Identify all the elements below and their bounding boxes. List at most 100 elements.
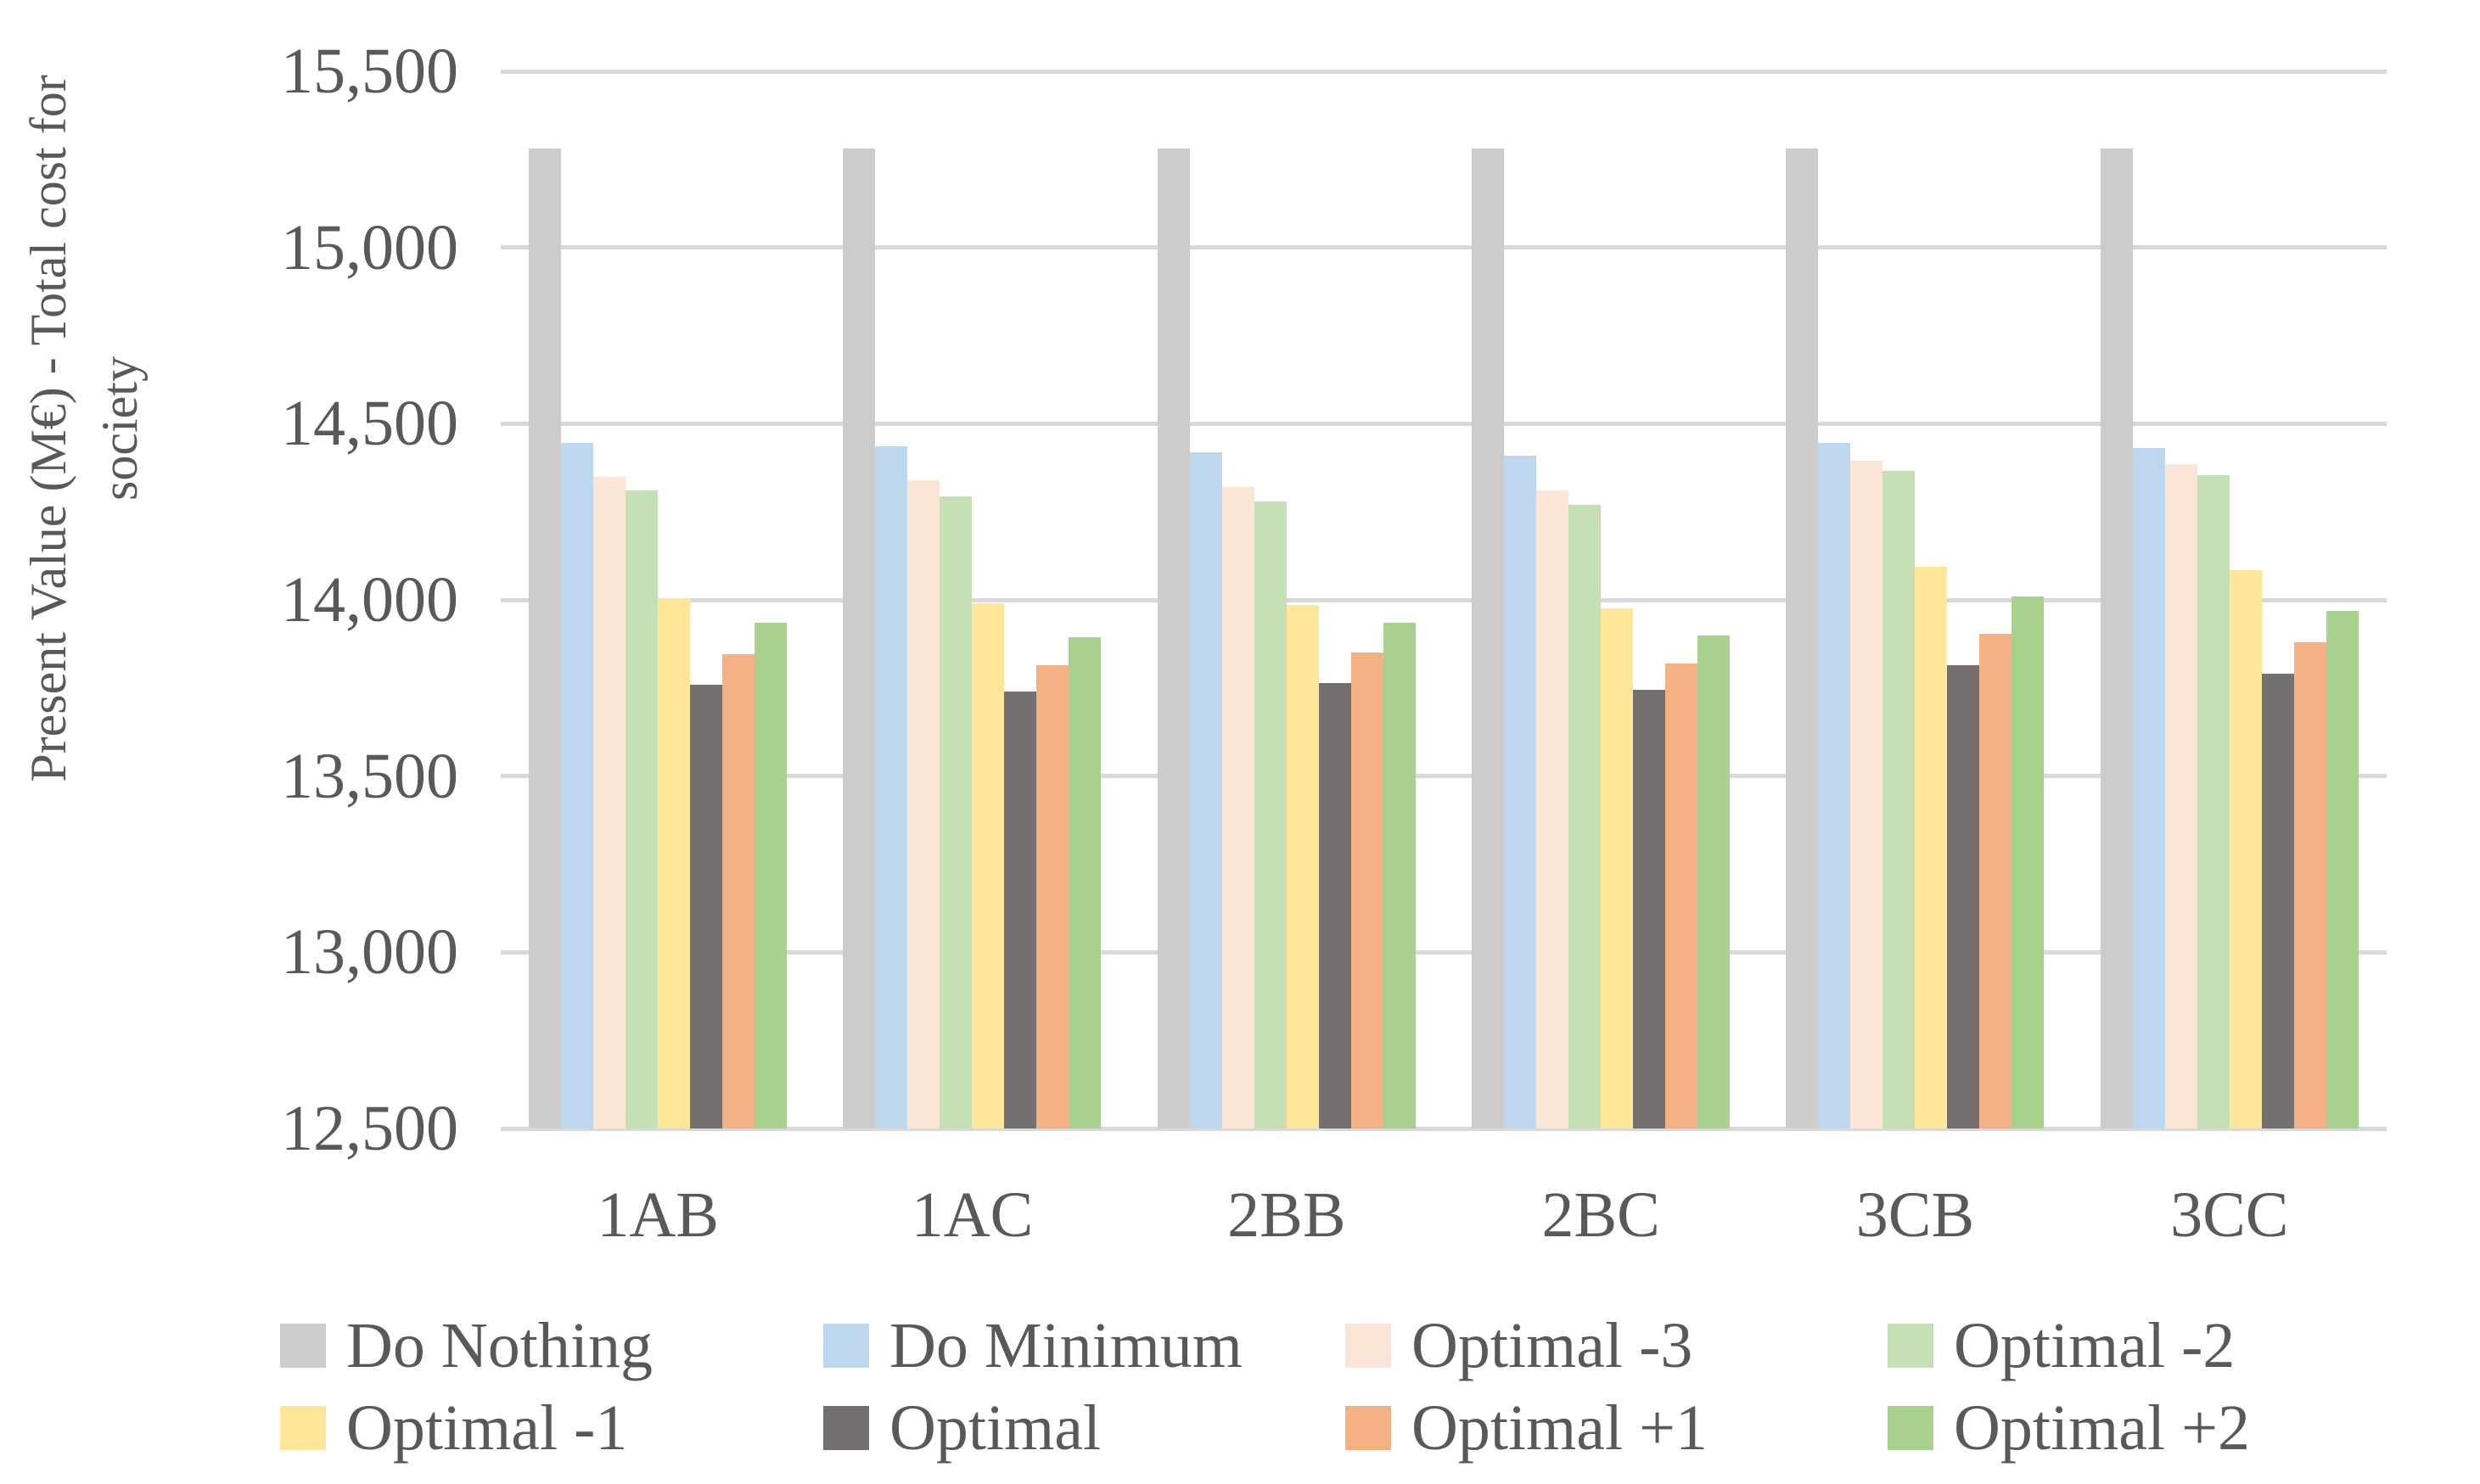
y-tick-label: 12,500 <box>281 1093 458 1164</box>
bar-do-nothing-1ac <box>843 148 876 1128</box>
bar-optimal-+2-3cb <box>2011 596 2045 1128</box>
bar-do-minimum-3cc <box>2132 448 2165 1128</box>
legend-item-optimal-+1: Optimal +1 <box>1345 1390 1888 1466</box>
legend-label: Optimal -2 <box>1954 1309 2236 1381</box>
bar-group-2bc <box>1444 71 1758 1128</box>
x-category-label-2bc: 2BC <box>1541 1179 1660 1251</box>
bar-optimal--2-1ab <box>626 490 659 1128</box>
bar-group-3cc <box>2073 71 2387 1128</box>
bar-optimal--3-3cc <box>2164 464 2197 1128</box>
legend-swatch-icon <box>823 1323 869 1368</box>
gridline <box>501 421 2387 426</box>
bar-optimal-+1-1ac <box>1036 664 1069 1128</box>
legend-swatch-icon <box>1345 1323 1391 1368</box>
x-category-label-3cc: 3CC <box>2170 1179 2289 1251</box>
gridline <box>501 774 2387 779</box>
y-tick-label: 15,000 <box>281 211 458 283</box>
y-tick-label: 14,000 <box>281 564 458 636</box>
legend-item-do-minimum: Do Minimum <box>823 1308 1345 1384</box>
gridline <box>501 1126 2387 1131</box>
bar-optimal-1ac <box>1004 692 1037 1128</box>
y-tick-label: 13,000 <box>281 916 458 988</box>
bar-groups-layer <box>501 71 2387 1128</box>
legend: Do Nothing Do Minimum Optimal -3 Optimal -2… <box>280 1304 2250 1469</box>
bar-optimal--1-3cc <box>2229 569 2262 1128</box>
bar-group-1ab <box>501 71 815 1128</box>
legend-label: Optimal -1 <box>346 1392 628 1464</box>
bar-do-nothing-2bb <box>1157 148 1190 1128</box>
bar-optimal-+2-2bc <box>1697 635 1731 1128</box>
y-tick-label: 14,500 <box>281 388 458 460</box>
bar-optimal--1-2bb <box>1286 605 1319 1128</box>
bar-optimal--1-2bc <box>1601 608 1634 1128</box>
legend-item-optimal--3: Optimal -3 <box>1345 1308 1888 1384</box>
bar-optimal-2bc <box>1633 689 1666 1128</box>
bar-group-2bb <box>1130 71 1444 1128</box>
legend-swatch-icon <box>1345 1405 1391 1450</box>
legend-label: Optimal <box>889 1392 1102 1464</box>
gridline <box>501 245 2387 250</box>
legend-swatch-icon <box>1888 1405 1933 1450</box>
bar-optimal-+1-1ab <box>722 654 755 1128</box>
bar-optimal--1-1ab <box>658 597 691 1128</box>
bar-optimal--1-3cb <box>1915 566 1948 1128</box>
bar-optimal--3-2bb <box>1221 487 1254 1128</box>
legend-item-optimal-+2: Optimal +2 <box>1888 1390 2250 1466</box>
bar-do-nothing-3cc <box>2100 148 2133 1128</box>
bar-do-nothing-1ab <box>529 148 562 1128</box>
legend-label: Do Minimum <box>889 1309 1243 1381</box>
x-category-label-1ac: 1AC <box>911 1179 1034 1251</box>
bar-group-3cb <box>1758 71 2072 1128</box>
bar-optimal--2-1ac <box>940 496 973 1128</box>
bar-do-minimum-1ac <box>875 446 908 1128</box>
bar-optimal--3-1ac <box>907 479 940 1128</box>
bar-do-minimum-3cb <box>1818 443 1851 1128</box>
x-axis-category-labels: 1AB 1AC 2BB 2BC 3CB 3CC <box>501 1173 2387 1257</box>
x-category-label-2bb: 2BB <box>1227 1179 1346 1251</box>
bar-optimal-+2-2bb <box>1383 623 1416 1128</box>
legend-item-optimal: Optimal <box>823 1390 1345 1466</box>
bar-optimal-3cc <box>2261 674 2294 1128</box>
bar-optimal--2-3cb <box>1882 471 1916 1128</box>
legend-item-do-nothing: Do Nothing <box>280 1308 823 1384</box>
bar-optimal-+1-2bc <box>1665 663 1698 1128</box>
legend-item-optimal--2: Optimal -2 <box>1888 1308 2250 1384</box>
bar-optimal--2-2bc <box>1568 504 1602 1128</box>
gridline <box>501 69 2387 74</box>
bar-optimal-+1-3cb <box>1979 633 2012 1128</box>
bar-do-nothing-2bc <box>1472 148 1505 1128</box>
bar-do-minimum-2bb <box>1189 451 1222 1128</box>
legend-swatch-icon <box>280 1405 326 1450</box>
bar-optimal-+2-1ac <box>1069 636 1102 1128</box>
bar-optimal--3-1ab <box>593 476 626 1128</box>
legend-swatch-icon <box>1888 1323 1933 1368</box>
bar-optimal-+1-2bb <box>1350 652 1383 1128</box>
bar-do-minimum-1ab <box>561 443 594 1128</box>
bar-optimal-3cb <box>1947 664 1980 1128</box>
gridline <box>501 597 2387 602</box>
y-tick-label: 13,500 <box>281 740 458 812</box>
bar-optimal--3-3cb <box>1850 460 1883 1128</box>
legend-swatch-icon <box>823 1405 869 1450</box>
bar-optimal--3-2bc <box>1536 490 1569 1128</box>
gridline <box>501 949 2387 955</box>
y-tick-label: 15,500 <box>281 36 458 107</box>
legend-label: Optimal +2 <box>1954 1392 2250 1464</box>
y-axis-tick-labels: 12,500 13,000 13,500 14,000 14,500 15,000 15,5… <box>0 36 458 1164</box>
bar-do-nothing-3cb <box>1786 148 1819 1128</box>
bar-group-1ac <box>815 71 1129 1128</box>
bar-optimal--2-2bb <box>1254 501 1287 1128</box>
legend-label: Do Nothing <box>346 1309 653 1381</box>
bar-optimal-2bb <box>1318 682 1351 1128</box>
legend-label: Optimal -3 <box>1411 1309 1693 1381</box>
legend-swatch-icon <box>280 1323 326 1368</box>
x-category-label-1ab: 1AB <box>597 1179 719 1251</box>
x-category-label-3cb: 3CB <box>1855 1179 1975 1251</box>
legend-label: Optimal +1 <box>1411 1392 1708 1464</box>
bar-optimal--2-3cc <box>2197 474 2230 1128</box>
legend-item-optimal--1: Optimal -1 <box>280 1390 823 1466</box>
bar-optimal--1-1ac <box>972 603 1005 1128</box>
bar-optimal-+2-3cc <box>2326 610 2359 1128</box>
bar-optimal-1ab <box>690 684 723 1128</box>
